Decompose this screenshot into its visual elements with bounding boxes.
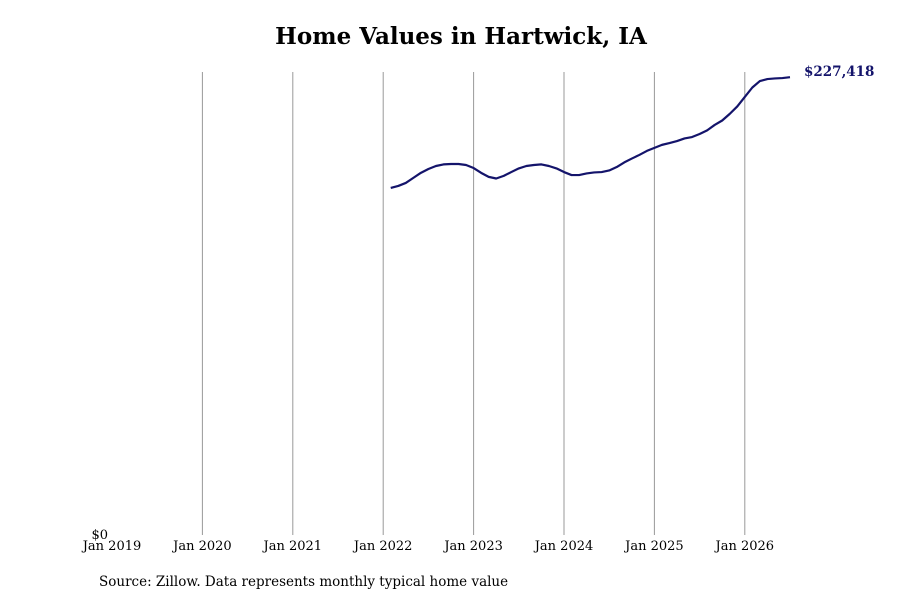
x-tick-label: Jan 2020 bbox=[171, 539, 232, 554]
line-series bbox=[390, 76, 791, 190]
x-tick-label: Jan 2025 bbox=[623, 539, 684, 554]
x-tick-label: Jan 2021 bbox=[262, 539, 323, 554]
value-label: $227,418 bbox=[804, 64, 874, 80]
x-tick-label: Jan 2024 bbox=[533, 539, 594, 554]
x-tick-label: Jan 2019 bbox=[81, 539, 142, 554]
y-tick-label: $0 bbox=[91, 528, 108, 543]
x-tick-label: Jan 2026 bbox=[714, 539, 775, 554]
chart-title: Home Values in Hartwick, IA bbox=[275, 23, 648, 50]
x-tick-label: Jan 2023 bbox=[442, 539, 503, 554]
source-note: Source: Zillow. Data represents monthly … bbox=[99, 574, 508, 590]
x-tick-label: Jan 2022 bbox=[352, 539, 413, 554]
